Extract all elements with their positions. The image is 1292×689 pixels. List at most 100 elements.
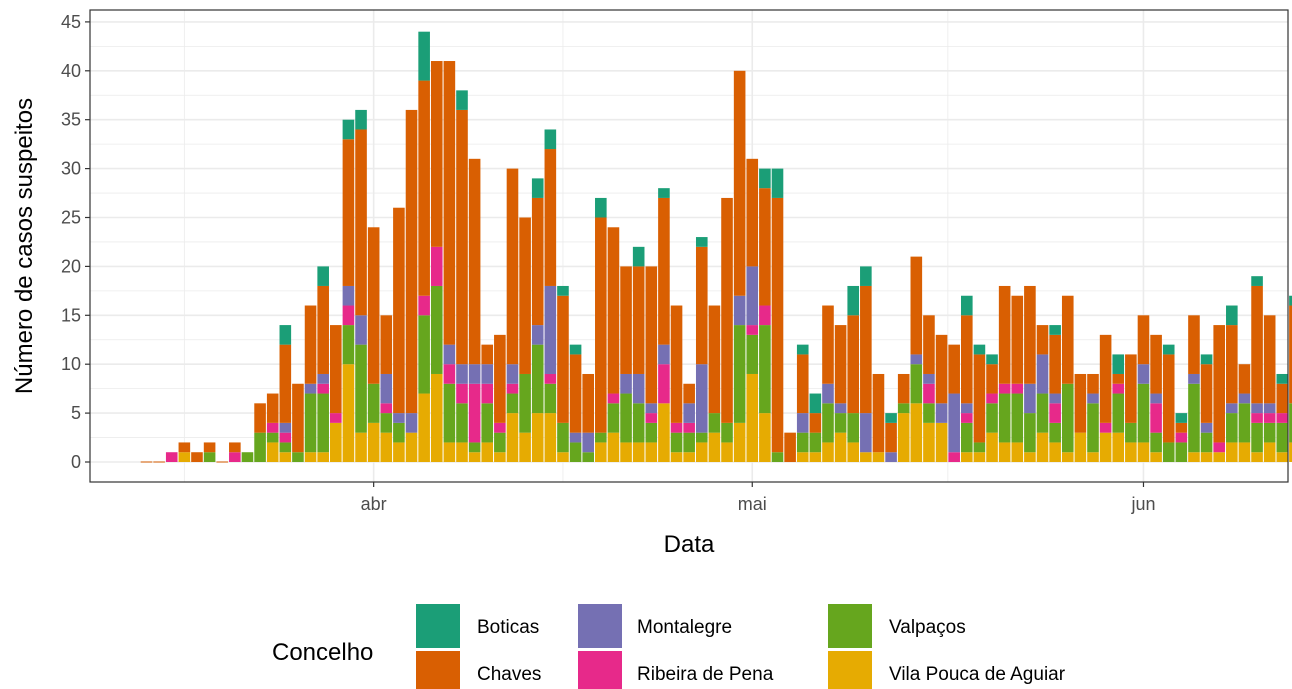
bar-chaves xyxy=(443,61,456,345)
bar-chaves xyxy=(670,305,683,423)
bar-vila-pouca-de-aguiar xyxy=(759,413,771,462)
bar-boticas xyxy=(557,285,569,296)
bar-boticas xyxy=(759,168,771,189)
bar-valpa-os xyxy=(456,403,468,443)
bar-valpa-os xyxy=(796,432,809,453)
y-axis: 0 5 10 15 20 25 30 35 40 45 xyxy=(61,12,90,472)
bar-valpa-os xyxy=(645,422,658,443)
bar-montalegre xyxy=(632,373,645,404)
bar-valpa-os xyxy=(809,432,822,453)
bar-chaves xyxy=(229,442,241,453)
legend: Concelho Boticas Chaves Montalegre Ribeira … xyxy=(272,604,1066,689)
bar-vila-pouca-de-aguiar xyxy=(1011,442,1024,462)
bar-chaves xyxy=(279,344,292,423)
bar-montalegre xyxy=(506,364,519,384)
bar-chaves xyxy=(986,364,998,394)
bar-boticas xyxy=(595,197,607,218)
bar-chaves xyxy=(582,373,594,433)
bar-valpa-os xyxy=(1112,393,1125,433)
bar-valpa-os xyxy=(759,325,771,414)
bar-boticas xyxy=(279,325,292,345)
legend-swatch-vila-pouca-de-aguiar xyxy=(828,651,872,689)
bar-vila-pouca-de-aguiar xyxy=(1099,432,1112,462)
bar-chaves xyxy=(418,80,430,296)
bar-vila-pouca-de-aguiar xyxy=(595,442,607,462)
bar-montalegre xyxy=(380,373,393,404)
y-axis-title: Número de casos suspeitos xyxy=(11,98,38,394)
bar-chaves xyxy=(355,129,367,316)
bar-chaves xyxy=(733,70,746,296)
bar-ribeira-de-pena xyxy=(1099,422,1112,433)
x-tick-label: jun xyxy=(1130,494,1155,514)
bar-valpa-os xyxy=(494,432,506,453)
bar-chaves xyxy=(759,188,771,306)
bar-valpa-os xyxy=(557,422,569,453)
bar-ribeira-de-pena xyxy=(759,305,771,326)
y-tick-label: 0 xyxy=(71,452,81,472)
legend-label-montalegre: Montalegre xyxy=(637,617,732,638)
bar-valpa-os xyxy=(1024,413,1036,453)
bar-chaves xyxy=(405,109,418,414)
bar-ribeira-de-pena xyxy=(986,393,998,404)
bar-valpa-os xyxy=(1049,422,1061,443)
bar-boticas xyxy=(1226,305,1238,326)
bar-valpa-os xyxy=(822,403,834,443)
bar-valpa-os xyxy=(279,442,292,453)
bar-montalegre xyxy=(582,432,594,453)
bar-montalegre xyxy=(1263,403,1276,414)
bar-vila-pouca-de-aguiar xyxy=(935,422,948,462)
bar-montalegre xyxy=(1150,393,1162,404)
bar-ribeira-de-pena xyxy=(266,422,279,433)
bar-chaves xyxy=(708,305,721,414)
bar-vila-pouca-de-aguiar xyxy=(847,442,860,462)
bar-valpa-os xyxy=(897,403,910,414)
bar-chaves xyxy=(203,442,216,453)
bar-vila-pouca-de-aguiar xyxy=(695,442,708,462)
bar-valpa-os xyxy=(961,422,973,453)
bar-vila-pouca-de-aguiar xyxy=(746,373,759,462)
bar-vila-pouca-de-aguiar xyxy=(923,422,935,462)
bar-boticas xyxy=(418,31,430,81)
bar-chaves xyxy=(544,149,557,286)
bar-chaves xyxy=(367,227,380,384)
bar-boticas xyxy=(1289,295,1292,306)
bar-vila-pouca-de-aguiar xyxy=(1036,432,1049,462)
bar-boticas xyxy=(569,344,582,355)
bar-valpa-os xyxy=(569,442,582,462)
bar-valpa-os xyxy=(595,432,607,443)
bar-vila-pouca-de-aguiar xyxy=(683,452,695,462)
y-tick-label: 30 xyxy=(61,159,81,179)
bar-montalegre xyxy=(569,432,582,443)
bar-valpa-os xyxy=(620,393,632,443)
bar-chaves xyxy=(1175,422,1188,433)
bar-chaves xyxy=(910,256,923,355)
bar-zero xyxy=(140,461,153,463)
bar-vila-pouca-de-aguiar xyxy=(809,452,822,462)
bar-boticas xyxy=(1112,354,1125,374)
bar-chaves xyxy=(847,315,860,414)
bar-valpa-os xyxy=(1188,383,1200,453)
bar-vila-pouca-de-aguiar xyxy=(304,452,317,462)
bar-valpa-os xyxy=(910,364,923,404)
bar-valpa-os xyxy=(847,413,860,443)
bar-montalegre xyxy=(1251,403,1263,414)
bar-boticas xyxy=(544,129,557,150)
bar-chaves xyxy=(897,373,910,404)
bar-montalegre xyxy=(1200,422,1213,433)
bar-ribeira-de-pena xyxy=(948,452,960,462)
bar-chaves xyxy=(304,305,317,384)
legend-label-vila-pouca-de-aguiar: Vila Pouca de Aguiar xyxy=(889,664,1066,685)
bar-chaves xyxy=(557,295,569,423)
y-tick-label: 35 xyxy=(61,110,81,130)
bar-ribeira-de-pena xyxy=(998,383,1011,394)
bar-ribeira-de-pena xyxy=(229,452,241,462)
bar-montalegre xyxy=(822,383,834,404)
bar-ribeira-de-pena xyxy=(961,413,973,423)
bar-vila-pouca-de-aguiar xyxy=(443,442,456,462)
legend-swatch-chaves xyxy=(416,651,460,689)
bar-valpa-os xyxy=(1226,413,1238,443)
y-tick-label: 40 xyxy=(61,61,81,81)
bar-vila-pouca-de-aguiar xyxy=(822,442,834,462)
x-tick-label: abr xyxy=(361,494,387,514)
bar-vila-pouca-de-aguiar xyxy=(1263,442,1276,462)
